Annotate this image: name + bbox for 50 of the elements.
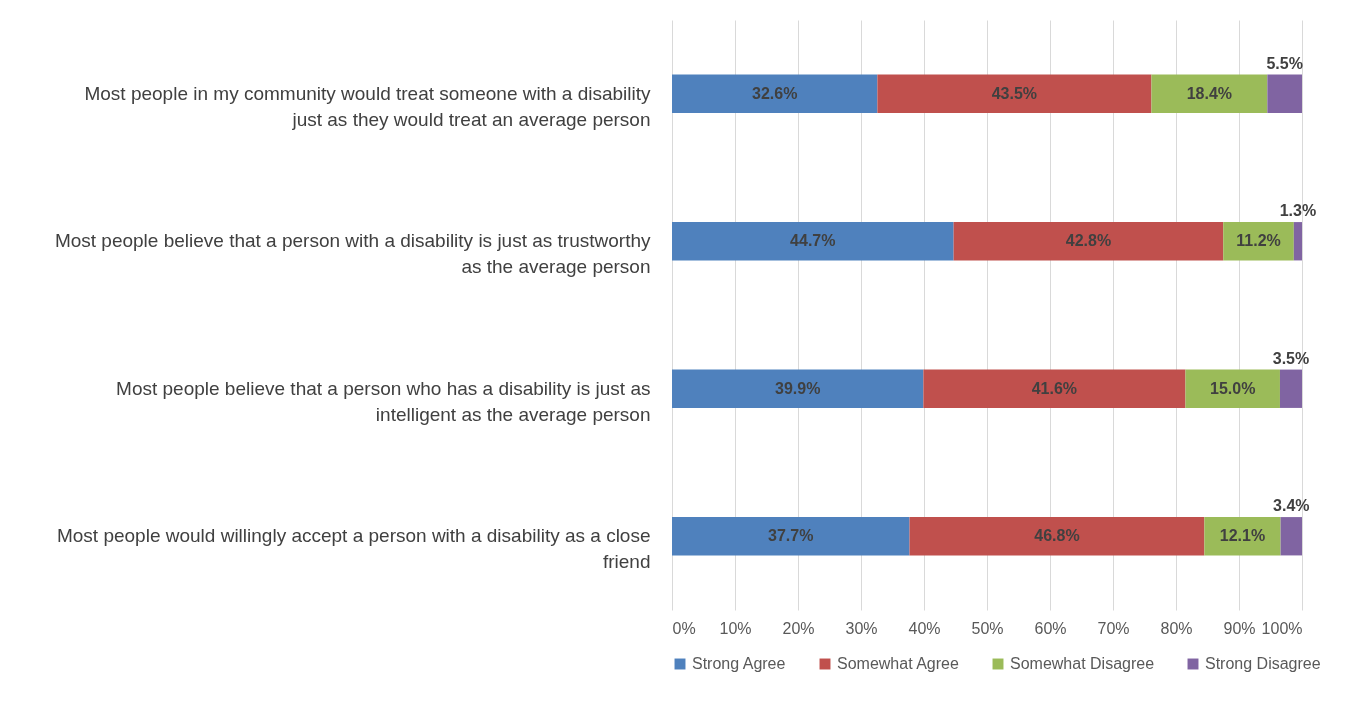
x-tick-label: 50%: [971, 619, 1004, 637]
data-label: 5.5%: [1266, 54, 1303, 72]
data-label: 18.4%: [1186, 84, 1233, 102]
x-tick-label: 10%: [719, 619, 752, 637]
data-label: 12.1%: [1219, 527, 1266, 545]
data-label: 11.2%: [1236, 232, 1281, 250]
legend-label: Strong Disagree: [1205, 655, 1321, 672]
data-label: 15.0%: [1210, 379, 1256, 397]
bar: [923, 369, 1186, 408]
data-label: 44.7%: [790, 232, 836, 250]
legend-label: Strong Agree: [692, 655, 786, 672]
legend-label: Somewhat Agree: [837, 655, 959, 672]
x-tick-label: 20%: [782, 619, 815, 637]
bar: [1293, 222, 1302, 261]
bar: [1151, 74, 1268, 113]
bar: [1204, 517, 1281, 556]
data-label: 32.6%: [752, 84, 798, 102]
x-tick-label: 0%: [672, 619, 696, 637]
data-label: 41.6%: [1031, 379, 1078, 397]
bar: [672, 517, 910, 556]
x-tick-label: 30%: [845, 619, 878, 637]
x-tick-label: 40%: [908, 619, 941, 637]
y-tick-label: Most people in my community would treat someone with a disability just as they would treat an average person: [84, 82, 651, 130]
bar: [672, 74, 878, 113]
legend-label: Somewhat Disagree: [1010, 655, 1155, 672]
bar: [672, 222, 954, 261]
data-label: 43.5%: [991, 84, 1038, 102]
x-tick-label: 60%: [1034, 619, 1067, 637]
y-tick-label: Most people believe that a person who has a disability is just as intelligent as the average person: [116, 377, 651, 425]
x-tick-label: 90%: [1223, 619, 1256, 637]
bar: [1279, 369, 1302, 408]
bar: [909, 517, 1205, 556]
data-label: 42.8%: [1065, 232, 1112, 250]
data-label: 46.8%: [1034, 527, 1080, 545]
x-tick-label: 80%: [1160, 619, 1193, 637]
x-tick-label: 70%: [1097, 619, 1130, 637]
data-label: 3.5%: [1272, 349, 1310, 367]
data-label: 3.4%: [1273, 497, 1310, 515]
bar: [1185, 369, 1280, 408]
y-tick-label: Most people would willingly accept a person with a disability as a close friend: [56, 525, 651, 573]
bar: [877, 74, 1152, 113]
bar: [1267, 74, 1302, 113]
data-label: 1.3%: [1279, 202, 1317, 220]
y-tick-label: Most people believe that a person with a disability is just as trustworthy as the average person: [54, 230, 651, 278]
bar: [672, 369, 924, 408]
x-tick-label: 100%: [1261, 619, 1303, 637]
bar: [1280, 517, 1302, 556]
bar: [953, 222, 1224, 261]
data-label: 37.7%: [768, 527, 814, 545]
data-label: 39.9%: [775, 379, 821, 397]
